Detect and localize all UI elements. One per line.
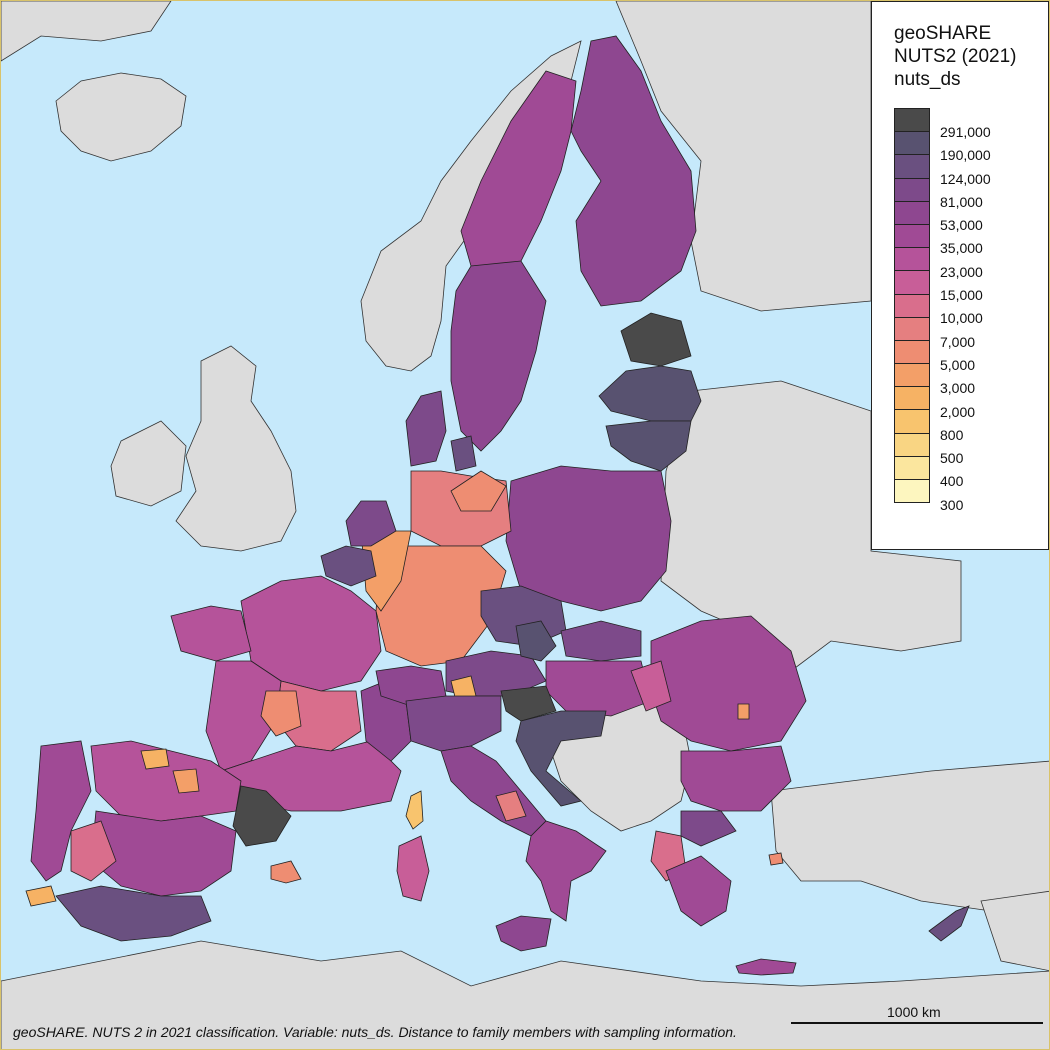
north-africa bbox=[1, 940, 1049, 1049]
legend-class-label: 500 bbox=[940, 450, 964, 467]
legend-title: geoSHARE NUTS2 (2021) nuts_ds bbox=[894, 22, 1017, 91]
region-belgium bbox=[320, 545, 377, 587]
legend-class-label: 81,000 bbox=[940, 193, 983, 210]
region-latvia bbox=[598, 365, 702, 422]
region-croatia bbox=[515, 710, 607, 807]
region-greece-north bbox=[680, 810, 737, 847]
region-catalonia bbox=[232, 785, 292, 847]
legend-labels: 291,000 190,000 124,000 81,000 53,000 35,000 2… bbox=[940, 124, 991, 520]
legend-swatch bbox=[894, 339, 930, 364]
legend-swatch bbox=[894, 386, 930, 410]
legend-swatch bbox=[894, 409, 930, 433]
legend-title-line-2: NUTS2 (2021) bbox=[894, 46, 1017, 67]
legend-swatch bbox=[894, 154, 930, 178]
ireland bbox=[110, 420, 187, 507]
legend-class-label: 3,000 bbox=[940, 380, 976, 397]
region-romania-west bbox=[630, 660, 672, 712]
middle-east bbox=[980, 890, 1049, 972]
legend-swatch bbox=[894, 247, 930, 271]
region-italy-north bbox=[405, 695, 502, 752]
region-italy-lazio bbox=[495, 790, 527, 822]
region-france-auvergne bbox=[260, 690, 302, 737]
region-slovakia bbox=[560, 620, 642, 662]
region-germany-northeast bbox=[450, 470, 507, 512]
region-czechia-prague bbox=[515, 620, 557, 662]
region-finland bbox=[570, 35, 697, 307]
region-netherlands bbox=[345, 500, 397, 547]
legend-class-label: 35,000 bbox=[940, 240, 983, 257]
legend-class-label: 800 bbox=[940, 426, 964, 443]
region-algarve bbox=[25, 885, 57, 907]
legend-swatch bbox=[894, 131, 930, 155]
legend-swatch bbox=[894, 200, 930, 224]
scale-bar-label: 1000 km bbox=[887, 1004, 941, 1020]
region-france-brittany bbox=[170, 605, 252, 662]
legend-swatch bbox=[894, 316, 930, 340]
iceland bbox=[55, 72, 187, 162]
legend-swatch bbox=[894, 455, 930, 479]
region-aegean-island bbox=[768, 852, 784, 866]
legend-class-label: 300 bbox=[940, 496, 964, 513]
region-spain-basque bbox=[140, 748, 170, 770]
legend-swatch bbox=[894, 108, 930, 132]
region-denmark bbox=[405, 390, 447, 467]
region-romania-center bbox=[737, 703, 750, 720]
legend-class-label: 7,000 bbox=[940, 333, 976, 350]
region-greece-center bbox=[665, 855, 732, 927]
region-estonia bbox=[620, 312, 692, 367]
region-cyprus bbox=[928, 905, 970, 942]
legend-class-label: 124,000 bbox=[940, 170, 991, 187]
region-sicily bbox=[495, 915, 552, 952]
map-caption: geoSHARE. NUTS 2 in 2021 classification.… bbox=[13, 1024, 737, 1040]
legend-class-label: 5,000 bbox=[940, 356, 976, 373]
region-portugal bbox=[30, 740, 92, 882]
region-andalusia bbox=[55, 885, 212, 942]
legend-class-label: 400 bbox=[940, 473, 964, 490]
region-italy-south bbox=[525, 820, 607, 922]
region-spain-castilla bbox=[70, 820, 117, 882]
region-sweden-south bbox=[450, 260, 547, 452]
data-regions bbox=[25, 35, 970, 976]
region-spain-center bbox=[90, 810, 237, 897]
great-britain bbox=[175, 345, 297, 552]
legend-class-label: 23,000 bbox=[940, 263, 983, 280]
region-sardinia bbox=[396, 835, 430, 902]
legend-swatch bbox=[894, 432, 930, 456]
legend-swatch bbox=[894, 293, 930, 317]
legend-swatch bbox=[894, 479, 930, 504]
greenland-coast bbox=[1, 1, 172, 62]
region-poland bbox=[505, 465, 672, 612]
region-balearics bbox=[270, 860, 302, 884]
legend-class-label: 291,000 bbox=[940, 124, 991, 140]
legend-swatch bbox=[894, 363, 930, 387]
scale-bar bbox=[791, 1022, 1043, 1024]
region-romania bbox=[650, 615, 807, 752]
region-denmark-zealand bbox=[450, 435, 477, 472]
legend-class-label: 190,000 bbox=[940, 147, 991, 164]
legend-class-label: 2,000 bbox=[940, 403, 976, 420]
region-spain-navarra bbox=[172, 768, 200, 794]
legend-swatch bbox=[894, 270, 930, 294]
region-bulgaria bbox=[680, 745, 792, 812]
legend-class-label: 53,000 bbox=[940, 217, 983, 234]
legend-swatch bbox=[894, 177, 930, 201]
legend-title-line-3: nuts_ds bbox=[894, 69, 961, 90]
region-slovenia bbox=[500, 685, 557, 722]
legend-title-line-1: geoSHARE bbox=[894, 23, 992, 44]
legend-swatch bbox=[894, 223, 930, 248]
region-france-west bbox=[205, 660, 282, 772]
legend-box: geoSHARE NUTS2 (2021) nuts_ds 291,000 190… bbox=[871, 1, 1049, 550]
region-germany-south bbox=[375, 545, 507, 667]
legend-class-label: 15,000 bbox=[940, 287, 983, 304]
region-crete bbox=[735, 958, 797, 976]
region-corsica bbox=[405, 790, 424, 830]
region-lithuania bbox=[605, 420, 692, 472]
legend-class-label: 10,000 bbox=[940, 310, 983, 327]
legend-swatches bbox=[894, 108, 930, 504]
region-germany-west bbox=[360, 530, 412, 612]
